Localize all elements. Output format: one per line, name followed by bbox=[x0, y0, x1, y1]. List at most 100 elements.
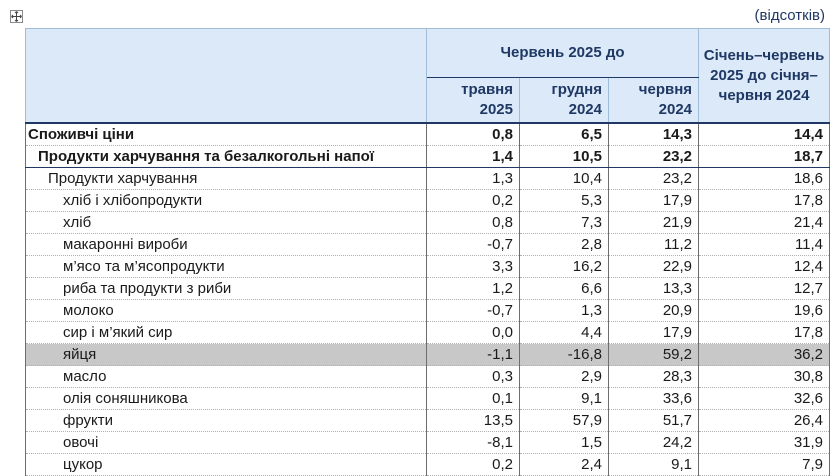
row-value: 2,4 bbox=[519, 453, 609, 476]
row-value: 0,8 bbox=[426, 211, 520, 234]
row-value: 17,8 bbox=[698, 189, 831, 212]
row-value: 24,2 bbox=[607, 431, 700, 454]
row-value: 26,4 bbox=[698, 409, 831, 432]
row-value: 19,6 bbox=[698, 299, 831, 322]
row-value: 0,2 bbox=[426, 189, 520, 212]
row-label: яйця bbox=[25, 343, 427, 366]
row-label: овочі bbox=[25, 431, 427, 454]
row-value: -1,1 bbox=[426, 343, 520, 366]
table-body: Споживчі ціни 0,8 6,5 14,3 14,4 Продукти харч… bbox=[25, 123, 831, 476]
row-value: 10,5 bbox=[519, 145, 609, 168]
row-value: 9,1 bbox=[607, 453, 700, 476]
row-value: 16,2 bbox=[519, 255, 609, 278]
row-label: риба та продукти з риби bbox=[25, 277, 427, 300]
row-value: 28,3 bbox=[607, 365, 700, 388]
row-label: олія соняшникова bbox=[25, 387, 427, 410]
row-label: Продукти харчування bbox=[25, 167, 427, 190]
row-value: 12,7 bbox=[698, 277, 831, 300]
row-value: 22,9 bbox=[607, 255, 700, 278]
row-value: 20,9 bbox=[607, 299, 700, 322]
header-blank-cell bbox=[25, 28, 427, 124]
row-value: 0,1 bbox=[426, 387, 520, 410]
row-value: 59,2 bbox=[607, 343, 700, 366]
header-ytd: Січень–червень 2025 до січня–червня 2024 bbox=[698, 28, 831, 124]
table-row: Споживчі ціни 0,8 6,5 14,3 14,4 bbox=[25, 123, 831, 146]
row-value: 13,5 bbox=[426, 409, 520, 432]
row-value: 13,3 bbox=[607, 277, 700, 300]
row-value: 36,2 bbox=[698, 343, 831, 366]
row-value: 0,8 bbox=[426, 123, 520, 146]
row-value: 0,3 bbox=[426, 365, 520, 388]
row-value: 14,3 bbox=[607, 123, 700, 146]
row-value: 14,4 bbox=[698, 123, 831, 146]
row-value: 1,3 bbox=[519, 299, 609, 322]
table-row: риба та продукти з риби 1,2 6,6 13,3 12,7 bbox=[25, 277, 831, 300]
table-row: Продукти харчування та безалкогольні нап… bbox=[25, 145, 831, 168]
row-value: 23,2 bbox=[607, 167, 700, 190]
row-value: 0,2 bbox=[426, 453, 520, 476]
table-row: молоко -0,7 1,3 20,9 19,6 bbox=[25, 299, 831, 322]
row-label: макаронні вироби bbox=[25, 233, 427, 256]
row-value: 9,1 bbox=[519, 387, 609, 410]
row-label: хліб bbox=[25, 211, 427, 234]
row-value: 21,9 bbox=[607, 211, 700, 234]
header-group-june-2025: Червень 2025 до bbox=[425, 28, 700, 78]
table-row: олія соняшникова 0,1 9,1 33,6 32,6 bbox=[25, 387, 831, 410]
table-row: яйця -1,1 -16,8 59,2 36,2 bbox=[25, 343, 831, 366]
header-subcol-dec-2024: грудня 2024 bbox=[519, 77, 609, 124]
row-label: цукор bbox=[25, 453, 427, 476]
price-index-table: Червень 2025 до Січень–червень 2025 до с… bbox=[25, 28, 831, 476]
row-value: 57,9 bbox=[519, 409, 609, 432]
row-value: 1,2 bbox=[426, 277, 520, 300]
row-value: 4,4 bbox=[519, 321, 609, 344]
row-value: 18,7 bbox=[698, 145, 831, 168]
row-value: 32,6 bbox=[698, 387, 831, 410]
row-value: -0,7 bbox=[426, 233, 520, 256]
row-value: 10,4 bbox=[519, 167, 609, 190]
row-value: 12,4 bbox=[698, 255, 831, 278]
row-label: м’ясо та м’ясопродукти bbox=[25, 255, 427, 278]
table-row: масло 0,3 2,9 28,3 30,8 bbox=[25, 365, 831, 388]
row-value: 23,2 bbox=[607, 145, 700, 168]
table-row: хліб 0,8 7,3 21,9 21,4 bbox=[25, 211, 831, 234]
table-row: цукор 0,2 2,4 9,1 7,9 bbox=[25, 453, 831, 476]
row-value: -16,8 bbox=[519, 343, 609, 366]
table-row: овочі -8,1 1,5 24,2 31,9 bbox=[25, 431, 831, 454]
row-label: хліб і хлібопродукти bbox=[25, 189, 427, 212]
row-value: 7,9 bbox=[698, 453, 831, 476]
row-value: 11,4 bbox=[698, 233, 831, 256]
row-value: 3,3 bbox=[426, 255, 520, 278]
row-value: 2,8 bbox=[519, 233, 609, 256]
row-value: 5,3 bbox=[519, 189, 609, 212]
table-row: макаронні вироби -0,7 2,8 11,2 11,4 bbox=[25, 233, 831, 256]
unit-note: (відсотків) bbox=[754, 7, 825, 24]
row-value: 30,8 bbox=[698, 365, 831, 388]
row-label: фрукти bbox=[25, 409, 427, 432]
row-value: -0,7 bbox=[426, 299, 520, 322]
table-move-handle-icon[interactable] bbox=[10, 10, 23, 23]
row-value: 6,6 bbox=[519, 277, 609, 300]
row-value: 1,3 bbox=[426, 167, 520, 190]
row-value: 31,9 bbox=[698, 431, 831, 454]
row-label: Споживчі ціни bbox=[25, 123, 427, 146]
row-value: 51,7 bbox=[607, 409, 700, 432]
row-label: Продукти харчування та безалкогольні нап… bbox=[25, 145, 427, 168]
row-value: 18,6 bbox=[698, 167, 831, 190]
row-label: масло bbox=[25, 365, 427, 388]
row-value: 7,3 bbox=[519, 211, 609, 234]
header-subcol-may-2025: травня 2025 bbox=[426, 77, 520, 124]
table-row: фрукти 13,5 57,9 51,7 26,4 bbox=[25, 409, 831, 432]
row-value: 1,4 bbox=[426, 145, 520, 168]
table-row: сир і м’який сир 0,0 4,4 17,9 17,8 bbox=[25, 321, 831, 344]
row-label: молоко bbox=[25, 299, 427, 322]
row-value: -8,1 bbox=[426, 431, 520, 454]
row-label: сир і м’який сир bbox=[25, 321, 427, 344]
row-value: 11,2 bbox=[607, 233, 700, 256]
row-value: 0,0 bbox=[426, 321, 520, 344]
table-row: хліб і хлібопродукти 0,2 5,3 17,9 17,8 bbox=[25, 189, 831, 212]
table-row: Продукти харчування 1,3 10,4 23,2 18,6 bbox=[25, 167, 831, 190]
row-value: 1,5 bbox=[519, 431, 609, 454]
row-value: 33,6 bbox=[607, 387, 700, 410]
row-value: 17,9 bbox=[607, 321, 700, 344]
row-value: 6,5 bbox=[519, 123, 609, 146]
